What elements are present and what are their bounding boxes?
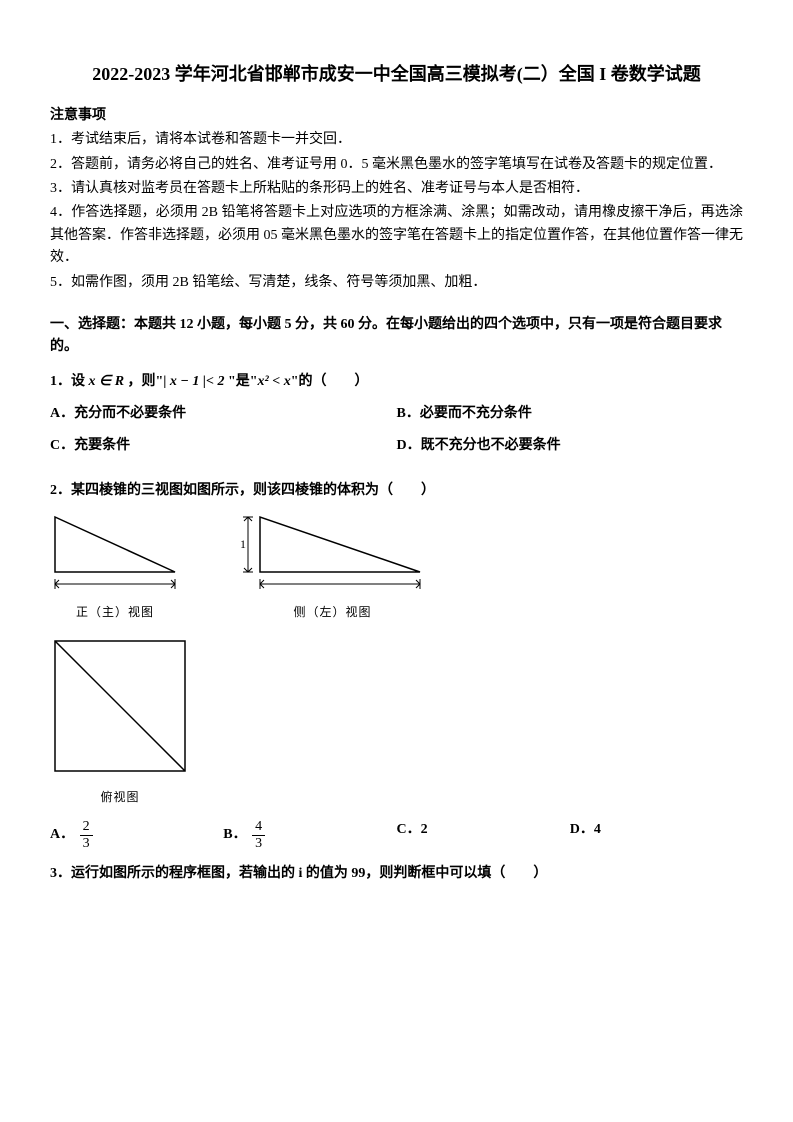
q1-mid1: ，则" — [124, 374, 163, 389]
page-title: 2022-2023 学年河北省邯郸市成安一中全国高三模拟考(二）全国 I 卷数学… — [50, 60, 743, 89]
q2-option-c: C．2 — [397, 819, 570, 851]
q2-b-den: 3 — [252, 836, 265, 851]
q1-expr-xinR: x ∈ R — [89, 374, 125, 389]
notice-heading: 注意事项 — [50, 105, 743, 127]
side-view-caption: 侧（左）视图 — [240, 603, 425, 622]
notice-item-4: 4．作答选择题，必须用 2B 铅笔将答题卡上对应选项的方框涂满、涂黑；如需改动，… — [50, 202, 743, 269]
q2-a-label: A． — [50, 828, 74, 843]
q1-options: A．充分而不必要条件 B．必要而不充分条件 C．充要条件 D．既不充分也不必要条… — [50, 403, 743, 468]
q2-option-b: B． 4 3 — [223, 819, 396, 851]
q1-option-d: D．既不充分也不必要条件 — [397, 435, 744, 457]
q1-option-b: B．必要而不充分条件 — [397, 403, 744, 425]
q1-option-c: C．充要条件 — [50, 435, 397, 457]
notice-item-1: 1．考试结束后，请将本试卷和答题卡一并交回． — [50, 129, 743, 151]
side-view-svg: 1 — [240, 512, 425, 590]
side-view-dim-label: 1 — [240, 537, 246, 551]
q2-views-row-1: 正（主）视图 1 侧（左）视图 — [50, 512, 743, 622]
notice-item-5: 5．如需作图，须用 2B 铅笔绘、写清楚，线条、符号等须加黑、加粗． — [50, 272, 743, 294]
q2-top-view: 俯视图 — [50, 636, 743, 808]
top-view-caption: 俯视图 — [50, 788, 190, 807]
q1-prefix: 1．设 — [50, 374, 89, 389]
notice-item-3: 3．请认真核对监考员在答题卡上所粘贴的条形码上的姓名、准考证号与本人是否相符． — [50, 178, 743, 200]
q2-a-frac: 2 3 — [80, 819, 93, 851]
q2-a-den: 3 — [80, 836, 93, 851]
q2-b-label: B． — [223, 828, 246, 843]
q2-front-view: 正（主）视图 — [50, 512, 180, 622]
q1-mid2: "是" — [224, 374, 257, 389]
question-1: 1．设 x ∈ R ，则"| x − 1 |< 2 "是"x² < x"的（ ） — [50, 371, 743, 393]
q2-a-num: 2 — [80, 819, 93, 835]
notice-item-2: 2．答题前，请务必将自己的姓名、准考证号用 0．5 毫米黑色墨水的签字笔填写在试… — [50, 154, 743, 176]
q1-expr-sq: x² < x — [258, 374, 291, 389]
q1-expr-abs: | x − 1 |< 2 — [163, 374, 224, 389]
q2-b-num: 4 — [252, 819, 265, 835]
section-1-instruction: 一、选择题：本题共 12 小题，每小题 5 分，共 60 分。在每小题给出的四个… — [50, 314, 743, 359]
front-view-svg — [50, 512, 180, 590]
q1-suffix: "的（ ） — [291, 374, 369, 389]
q2-options: A． 2 3 B． 4 3 C．2 D．4 — [50, 819, 743, 851]
question-3: 3．运行如图所示的程序框图，若输出的 i 的值为 99，则判断框中可以填（ ） — [50, 863, 743, 885]
q2-option-d: D．4 — [570, 819, 743, 851]
q2-side-view: 1 侧（左）视图 — [240, 512, 425, 622]
q1-option-a: A．充分而不必要条件 — [50, 403, 397, 425]
q2-option-a: A． 2 3 — [50, 819, 223, 851]
q2-b-frac: 4 3 — [252, 819, 265, 851]
question-2: 2．某四棱锥的三视图如图所示，则该四棱锥的体积为（ ） — [50, 480, 743, 502]
top-view-svg — [50, 636, 190, 776]
front-view-caption: 正（主）视图 — [50, 603, 180, 622]
